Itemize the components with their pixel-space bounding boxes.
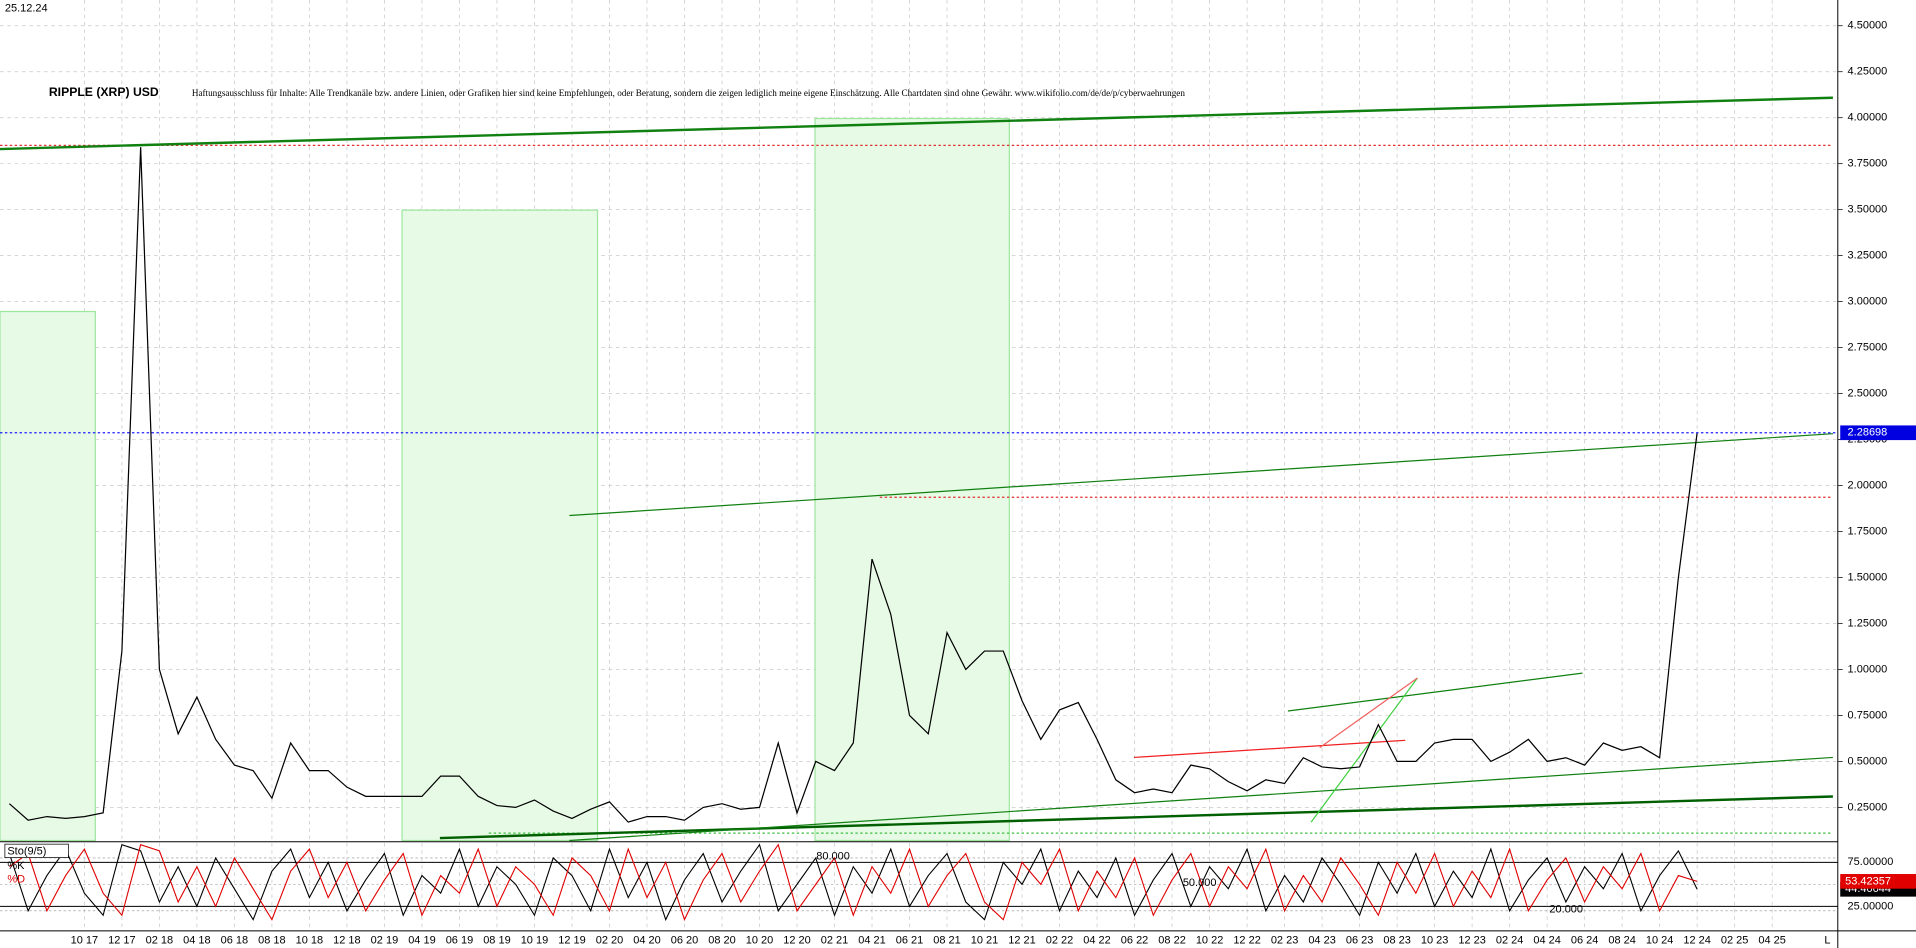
- chart-title: RIPPLE (XRP) USD: [49, 85, 159, 99]
- x-tick-label: 06 23: [1346, 935, 1374, 947]
- x-tick-label: 06 18: [221, 935, 249, 947]
- y-tick-label: 2.00000: [1848, 479, 1888, 491]
- x-tick-label: 12 18: [333, 935, 361, 947]
- y-tick-label: 3.25000: [1848, 250, 1888, 262]
- x-tick-label: 08 20: [708, 935, 736, 947]
- y-tick-label: 3.00000: [1848, 296, 1888, 308]
- series-line: [9, 843, 1698, 922]
- price-label: 2.28698: [1848, 427, 1888, 439]
- x-tick-label: 12 23: [1458, 935, 1486, 947]
- x-tick-label: 10 23: [1421, 935, 1449, 947]
- x-tick-label: 06 19: [446, 935, 474, 947]
- x-tick-label: 06 24: [1571, 935, 1599, 947]
- trend-line: [1310, 677, 1418, 823]
- x-tick-label: 10 21: [971, 935, 999, 947]
- last-value-box: [1840, 874, 1916, 889]
- x-tick-label: 12 17: [108, 935, 136, 947]
- y-tick-label: 0.50000: [1848, 755, 1888, 767]
- x-tick-label: 08 21: [933, 935, 961, 947]
- indicator-title[interactable]: Sto(9/5): [7, 845, 46, 857]
- x-tick-label: 10 19: [521, 935, 549, 947]
- trend-line: [439, 795, 1833, 840]
- y-tick-label: 4.50000: [1848, 20, 1888, 32]
- x-tick-label: 06 21: [896, 935, 924, 947]
- y-tick-label: 1.75000: [1848, 525, 1888, 537]
- x-tick-label: 04 24: [1533, 935, 1561, 947]
- x-tick-label: 04 25: [1758, 935, 1786, 947]
- x-tick-label: 04 18: [183, 935, 211, 947]
- x-tick-label: 04 23: [1308, 935, 1336, 947]
- y-tick-label: 1.00000: [1848, 663, 1888, 675]
- trend-line: [569, 756, 1833, 842]
- x-tick-label: 02 25: [1721, 935, 1749, 947]
- y-tick-label: 2.75000: [1848, 342, 1888, 354]
- zone: [814, 117, 1010, 842]
- trend-line: [0, 96, 1833, 151]
- toolbar-button[interactable]: L: [1824, 935, 1830, 947]
- legend-k: %K: [7, 860, 25, 872]
- x-tick-label: 06 20: [671, 935, 699, 947]
- y-tick-label: 1.50000: [1848, 571, 1888, 583]
- x-tick-label: 10 20: [746, 935, 774, 947]
- plot: [0, 147, 1838, 922]
- x-tick-label: 08 23: [1383, 935, 1411, 947]
- x-tick-label: 12 22: [1233, 935, 1261, 947]
- x-tick-label: 04 21: [858, 935, 886, 947]
- series-line: [8, 147, 1698, 823]
- x-tick-label: 08 18: [258, 935, 286, 947]
- x-tick-label: 04 19: [408, 935, 436, 947]
- x-tick-label: 08 24: [1608, 935, 1636, 947]
- y-tick-label: 3.50000: [1848, 204, 1888, 216]
- y-tick-label: 0.25000: [1848, 801, 1888, 813]
- y-tick-label: 4.25000: [1848, 66, 1888, 78]
- trend-line: [1287, 672, 1583, 712]
- x-tick-label: 10 24: [1646, 935, 1674, 947]
- date: 25.12.24: [5, 2, 48, 14]
- last-value-label: 53.42357: [1845, 875, 1891, 887]
- zone: [401, 209, 599, 842]
- level-label: 50.000: [1183, 877, 1217, 889]
- x-tick-label: 08 19: [483, 935, 511, 947]
- disclaimer: Haftungsausschluss für Inhalte: Alle Tre…: [192, 88, 1186, 98]
- x-tick-label: 10 22: [1196, 935, 1224, 947]
- level-label: 20.000: [1549, 904, 1583, 916]
- x-tick-label: 08 22: [1158, 935, 1186, 947]
- y-tick-label: 25.00000: [1848, 900, 1894, 912]
- x-tick-label: 04 20: [633, 935, 661, 947]
- last-value-label: 44.40644: [1845, 883, 1891, 895]
- series-line: [8, 843, 1698, 922]
- y-tick-label: 2.50000: [1848, 387, 1888, 399]
- trend-line: [569, 433, 1833, 517]
- zone: [0, 310, 96, 842]
- y-tick-label: 1.25000: [1848, 617, 1888, 629]
- x-tick-label: 02 19: [371, 935, 399, 947]
- x-tick-label: 12 21: [1008, 935, 1036, 947]
- x-tick-label: 02 20: [596, 935, 624, 947]
- price-box: [1840, 425, 1916, 441]
- x-tick-label: 10 17: [71, 935, 99, 947]
- level-label: 80.000: [816, 851, 850, 863]
- x-tick-label: 02 18: [146, 935, 174, 947]
- x-tick-label: 02 21: [821, 935, 849, 947]
- x-tick-label: 10 18: [296, 935, 324, 947]
- x-tick-label: 12 20: [783, 935, 811, 947]
- trend-line: [1319, 677, 1418, 749]
- y-tick-label: 75.00000: [1848, 856, 1894, 868]
- y-tick-label: 3.75000: [1848, 158, 1888, 170]
- x-tick-label: 02 22: [1046, 935, 1074, 947]
- y-tick-label: 0.75000: [1848, 709, 1888, 721]
- x-tick-label: 06 22: [1121, 935, 1149, 947]
- y-tick-label: 4.00000: [1848, 112, 1888, 124]
- x-tick-label: 02 24: [1496, 935, 1524, 947]
- indicator-box[interactable]: [4, 843, 69, 858]
- x-tick-label: 02 23: [1271, 935, 1299, 947]
- x-tick-label: 12 24: [1683, 935, 1711, 947]
- trend-line: [1133, 739, 1406, 759]
- x-tick-label: 12 19: [558, 935, 586, 947]
- legend-d: %D: [7, 873, 25, 885]
- x-tick-label: 04 22: [1083, 935, 1111, 947]
